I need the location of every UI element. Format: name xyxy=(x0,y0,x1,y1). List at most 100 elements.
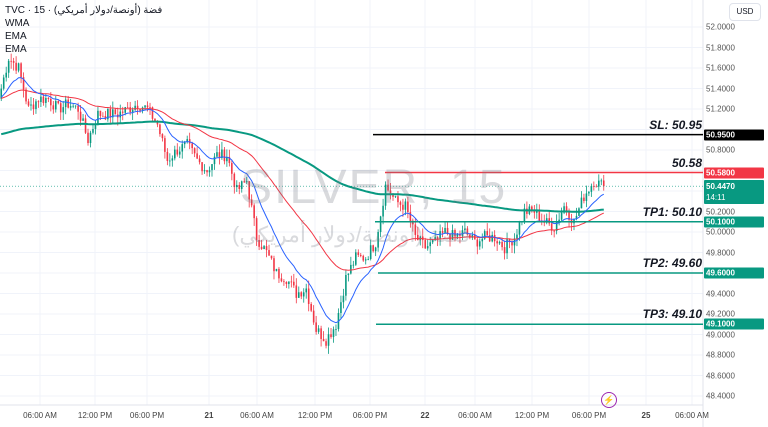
price-tick: 48.8000 xyxy=(706,350,735,360)
candle-body xyxy=(305,288,308,293)
candle-body xyxy=(350,264,352,274)
candle-body xyxy=(114,109,117,115)
level-price-tag: 50.9500 xyxy=(704,129,764,141)
candle-body xyxy=(451,230,454,240)
candle-body xyxy=(109,108,112,118)
candle-body xyxy=(357,252,360,255)
candle-body xyxy=(310,303,312,311)
candle-body xyxy=(121,111,124,113)
candle-body xyxy=(139,108,141,111)
candle-body xyxy=(459,233,461,236)
candle-body xyxy=(454,230,456,237)
candle-body xyxy=(476,239,479,247)
candle-body xyxy=(439,231,441,240)
price-tick: 49.4000 xyxy=(706,289,735,298)
candle-body xyxy=(369,245,372,259)
level-label: 50.58 xyxy=(671,155,702,170)
indicator-wma[interactable]: WMA xyxy=(5,18,30,29)
candle-body xyxy=(593,185,595,187)
watermark-name: فضة (أونصة/دولار أمريكي) xyxy=(232,222,471,247)
candle-body xyxy=(414,224,417,235)
candle-body xyxy=(471,234,474,238)
candle-body xyxy=(290,281,293,283)
candle-body xyxy=(47,98,50,99)
candle-body xyxy=(560,212,563,220)
candle-body xyxy=(198,158,201,163)
candle-body xyxy=(409,212,412,222)
price-tick: 52.0000 xyxy=(706,22,735,32)
candle-body xyxy=(332,329,335,338)
candle-body xyxy=(555,221,558,232)
currency-button[interactable]: USD xyxy=(729,3,761,21)
candle-body xyxy=(583,197,585,201)
candle-body xyxy=(79,111,82,121)
level-label: SL: 50.95 xyxy=(649,117,702,132)
candle-body xyxy=(84,118,87,133)
candle-body xyxy=(404,201,407,210)
candle-body xyxy=(131,109,134,113)
candle-body xyxy=(441,231,444,233)
candle-body xyxy=(513,238,516,246)
time-tick: 06:00 AM xyxy=(23,411,57,420)
wma-line xyxy=(0,77,605,324)
candle-body xyxy=(20,63,22,78)
ema-fast-line xyxy=(1,89,605,271)
candle-body xyxy=(496,241,498,244)
candle-body xyxy=(446,227,449,235)
candle-body xyxy=(211,164,213,171)
candle-body xyxy=(575,215,578,219)
candle-body xyxy=(342,295,345,303)
candle-body xyxy=(426,246,429,249)
candle-body xyxy=(186,139,189,142)
candle-body xyxy=(146,105,149,108)
candle-body xyxy=(208,170,211,173)
time-tick: 06:00 AM xyxy=(675,411,709,420)
time-tick: 06:00 AM xyxy=(240,411,274,420)
candle-body xyxy=(283,281,285,283)
candle-body xyxy=(82,118,84,121)
candle-body xyxy=(558,219,560,222)
candle-body xyxy=(270,255,273,259)
candle-body xyxy=(449,234,451,240)
candle-body xyxy=(431,239,434,243)
candle-body xyxy=(397,196,399,203)
candle-body xyxy=(488,235,491,242)
price-tick: 49.2000 xyxy=(706,309,735,319)
candle-body xyxy=(538,210,541,221)
candle-body xyxy=(503,247,506,254)
candle-body xyxy=(402,204,404,210)
candle-body xyxy=(367,258,370,260)
indicator-ema-2[interactable]: EMA xyxy=(5,44,27,55)
symbol-title[interactable]: TVC · 15 · فضة (أونصة/دولار أمريكي) xyxy=(5,5,163,16)
candle-body xyxy=(54,101,57,110)
candle-body xyxy=(45,98,47,103)
candle-body xyxy=(181,144,184,152)
candle-body xyxy=(166,151,169,161)
candle-body xyxy=(464,228,466,231)
lightning-icon[interactable]: ⚡ xyxy=(601,392,617,408)
candle-body xyxy=(382,205,384,217)
candle-body xyxy=(595,186,598,188)
candle-body xyxy=(250,199,253,206)
candle-body xyxy=(74,105,77,107)
candle-body xyxy=(99,110,102,116)
candle-body xyxy=(218,152,221,158)
candle-body xyxy=(0,88,3,99)
countdown: 14:11 xyxy=(706,193,726,203)
candle-body xyxy=(240,181,243,189)
candle-body xyxy=(297,292,300,298)
candle-body xyxy=(518,222,521,235)
candle-body xyxy=(151,107,154,119)
candle-body xyxy=(550,223,553,231)
candle-body xyxy=(57,101,60,104)
candle-body xyxy=(278,268,280,279)
indicator-ema-1[interactable]: EMA xyxy=(5,31,27,42)
candle-body xyxy=(327,334,330,346)
candle-body xyxy=(174,149,176,159)
candle-body xyxy=(588,191,590,194)
candle-body xyxy=(268,250,270,256)
candle-body xyxy=(322,338,325,342)
candle-body xyxy=(263,246,265,250)
candle-body xyxy=(193,148,196,154)
